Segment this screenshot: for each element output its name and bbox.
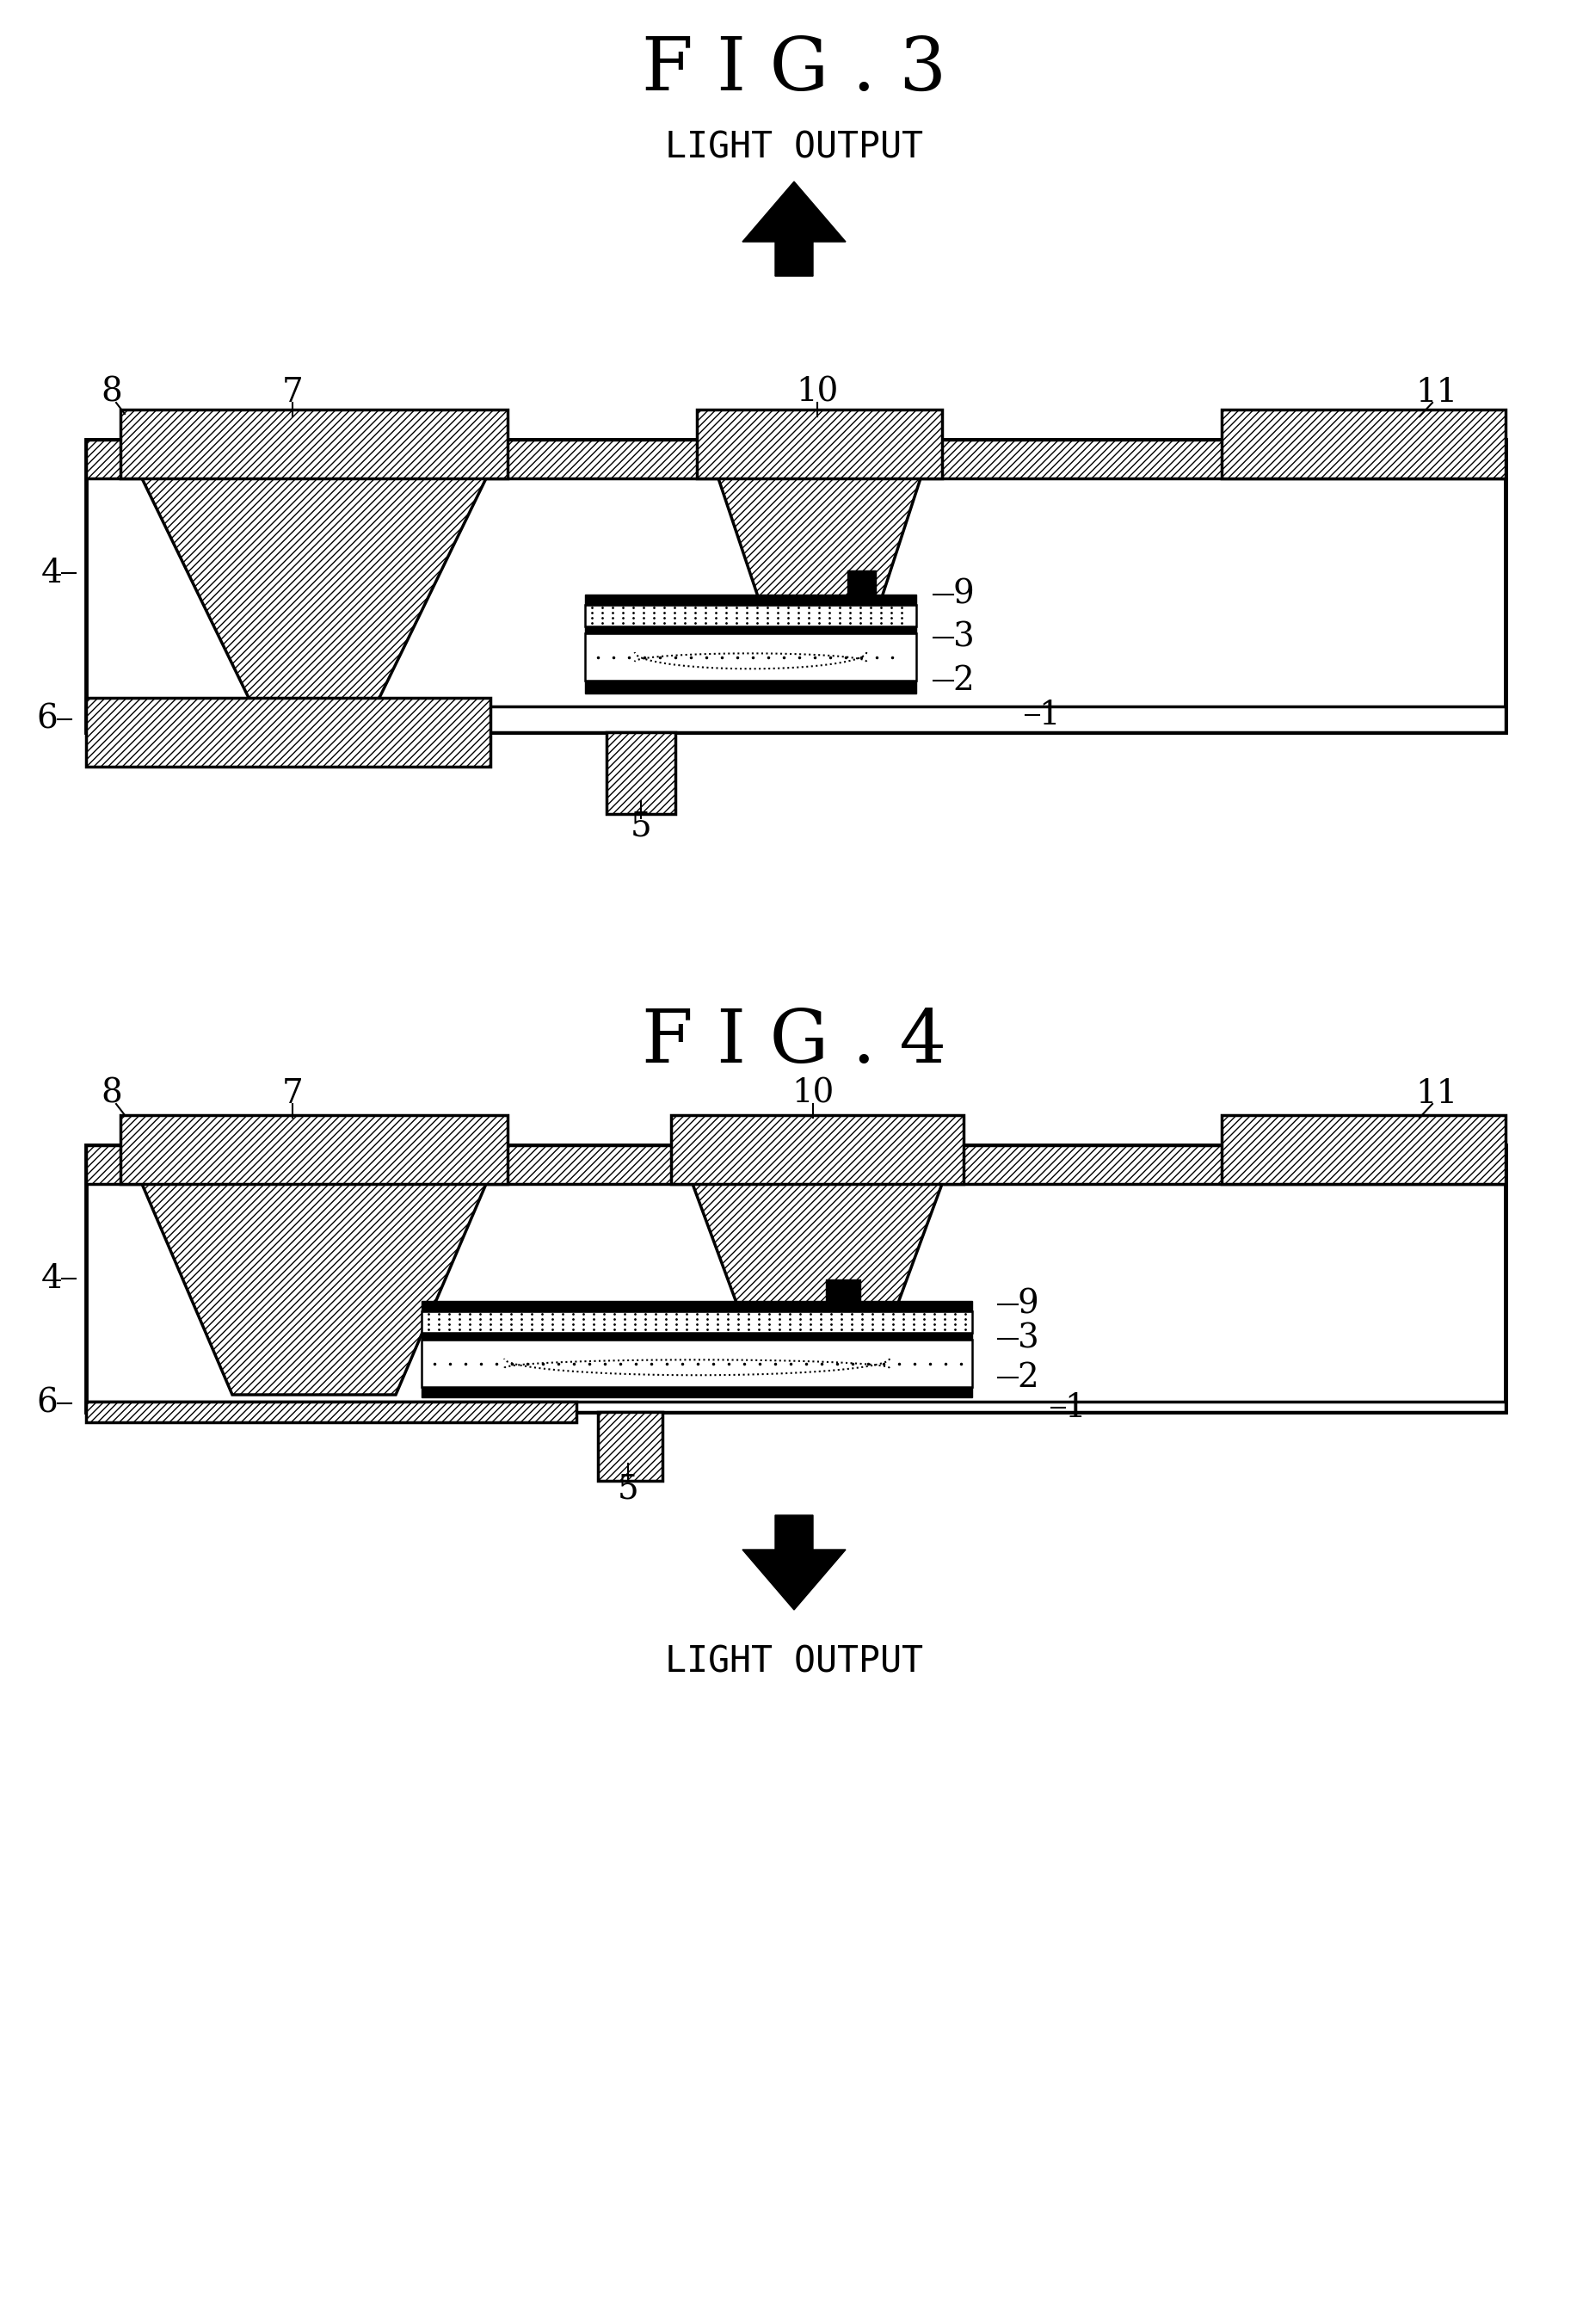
Bar [121, 409, 507, 479]
Text: 1: 1 [1039, 700, 1060, 732]
Text: 2: 2 [1017, 1362, 1039, 1394]
Text: 6: 6 [37, 704, 57, 734]
Polygon shape [742, 181, 845, 277]
Text: F I G . 3: F I G . 3 [642, 35, 947, 105]
Text: 5: 5 [631, 811, 651, 844]
Bar [86, 1401, 577, 1422]
Bar [698, 409, 942, 479]
Bar [86, 1146, 1505, 1183]
Text: F I G . 4: F I G . 4 [642, 1006, 947, 1078]
Text: 6: 6 [37, 1387, 57, 1420]
Bar [421, 1301, 972, 1311]
Polygon shape [141, 479, 486, 700]
Bar [86, 439, 1505, 479]
Text: 7: 7 [281, 376, 303, 409]
Bar [421, 1387, 972, 1397]
Text: 9: 9 [1017, 1287, 1039, 1320]
Text: 3: 3 [953, 621, 974, 653]
Text: 4: 4 [41, 1262, 62, 1294]
Text: 11: 11 [1416, 1078, 1459, 1109]
Text: 10: 10 [791, 1078, 834, 1109]
Bar [585, 627, 917, 632]
Polygon shape [693, 1183, 942, 1360]
Bar [1222, 1116, 1505, 1183]
Polygon shape [141, 1183, 486, 1394]
Bar [607, 732, 675, 813]
Text: 8: 8 [102, 1078, 122, 1109]
Text: 8: 8 [102, 376, 122, 409]
Text: 5: 5 [618, 1473, 639, 1506]
Bar [585, 604, 917, 627]
Bar [86, 1401, 1505, 1413]
Bar [421, 1332, 972, 1339]
Bar [421, 1339, 972, 1387]
Polygon shape [718, 479, 920, 662]
Bar [597, 1413, 663, 1480]
Bar [86, 706, 1505, 732]
Text: LIGHT OUTPUT: LIGHT OUTPUT [666, 1643, 923, 1680]
Bar [585, 595, 917, 604]
Text: 10: 10 [796, 376, 839, 409]
Bar [826, 1281, 860, 1301]
Text: 1: 1 [1065, 1392, 1085, 1425]
Bar [86, 697, 491, 767]
Bar [585, 632, 917, 681]
Text: 9: 9 [953, 579, 974, 611]
Text: 2: 2 [953, 665, 974, 697]
Text: LIGHT OUTPUT: LIGHT OUTPUT [666, 130, 923, 165]
Polygon shape [742, 1515, 845, 1611]
Text: 11: 11 [1416, 376, 1459, 409]
Bar [671, 1116, 963, 1183]
Text: 3: 3 [1017, 1322, 1039, 1355]
Text: 4: 4 [41, 558, 62, 588]
Bar [86, 1146, 1505, 1413]
Bar [585, 681, 917, 693]
Bar [421, 1311, 972, 1332]
Text: 7: 7 [281, 1078, 303, 1109]
Bar [86, 439, 1505, 732]
Bar [847, 569, 876, 595]
Bar [1222, 409, 1505, 479]
Bar [121, 1116, 507, 1183]
